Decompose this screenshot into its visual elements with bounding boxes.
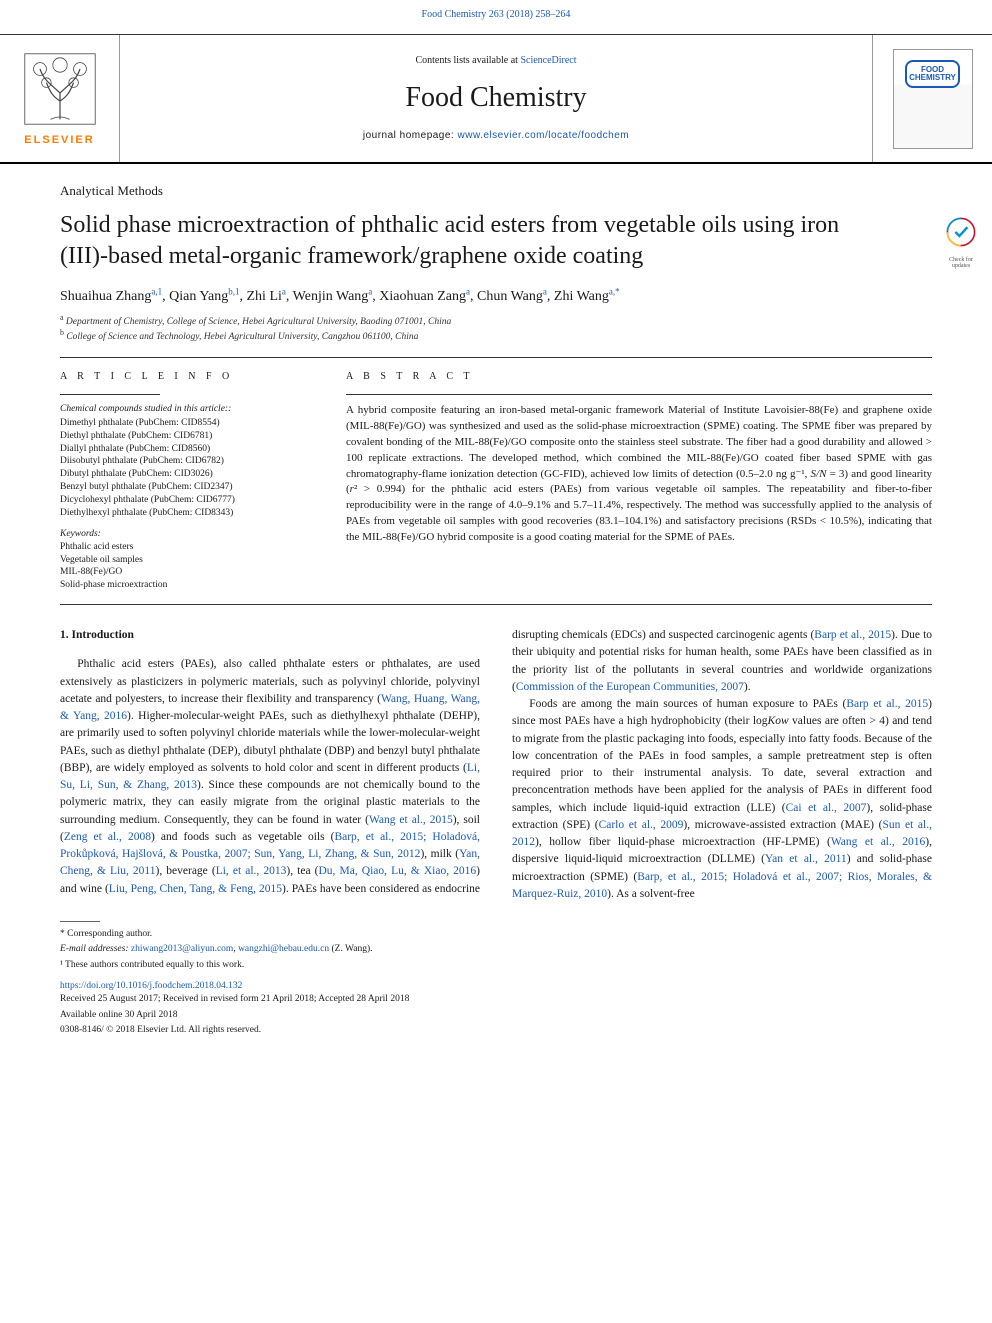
keyword-item: Phthalic acid esters [60,541,310,554]
footnote-rule [60,921,100,922]
contents-prefix: Contents lists available at [415,55,520,66]
sciencedirect-link[interactable]: ScienceDirect [520,55,576,66]
page-footer: * Corresponding author. E-mail addresses… [0,903,992,1065]
email-link-1[interactable]: zhiwang2013@aliyun.com [131,944,233,954]
abstract-label: A B S T R A C T [346,370,932,384]
affiliations: a Department of Chemistry, College of Sc… [60,316,932,345]
running-head: Food Chemistry 263 (2018) 258–264 [0,0,992,34]
rule [346,394,932,395]
journal-banner: ELSEVIER Contents lists available at Sci… [0,34,992,164]
journal-title: Food Chemistry [405,78,586,117]
compound-item: Dicyclohexyl phthalate (PubChem: CID6777… [60,494,310,507]
introduction-heading: 1. Introduction [60,627,480,644]
homepage-link[interactable]: www.elsevier.com/locate/foodchem [458,130,630,141]
compound-item: Dimethyl phthalate (PubChem: CID8554) [60,417,310,430]
equal-contrib-note: ¹ These authors contributed equally to t… [60,959,932,972]
compound-item: Benzyl butyl phthalate (PubChem: CID2347… [60,481,310,494]
compound-item: Dibutyl phthalate (PubChem: CID3026) [60,468,310,481]
compound-item: Diisobutyl phthalate (PubChem: CID6782) [60,455,310,468]
affiliation-line: b College of Science and Technology, Heb… [60,331,932,344]
online-line: Available online 30 April 2018 [60,1009,932,1022]
keyword-item: Solid-phase microextraction [60,579,310,592]
compound-item: Diallyl phthalate (PubChem: CID8560) [60,443,310,456]
cover-logo-text: FOODCHEMISTRY [905,60,960,88]
compounds-heading: Chemical compounds studied in this artic… [60,403,310,416]
compound-item: Diethylhexyl phthalate (PubChem: CID8343… [60,507,310,520]
publisher-logo-box: ELSEVIER [0,35,120,162]
email-tail: (Z. Wang). [329,944,372,954]
crossmark-label: Check for updates [940,257,982,269]
rule [60,604,932,605]
abstract-column: A B S T R A C T A hybrid composite featu… [346,370,932,592]
body-two-column: 1. Introduction Phthalic acid esters (PA… [60,627,932,903]
history-line: Received 25 August 2017; Received in rev… [60,993,932,1006]
email-label: E-mail addresses: [60,944,131,954]
cover-box-wrap: FOODCHEMISTRY [872,35,992,162]
compounds-list: Dimethyl phthalate (PubChem: CID8554)Die… [60,417,310,520]
contents-line: Contents lists available at ScienceDirec… [415,54,576,68]
meta-row: A R T I C L E I N F O Chemical compounds… [60,370,932,592]
keywords-heading: Keywords: [60,528,310,541]
homepage-prefix: journal homepage: [363,130,458,141]
copyright-line: 0308-8146/ © 2018 Elsevier Ltd. All righ… [60,1024,932,1037]
article-title-text: Solid phase microextraction of phthalic … [60,212,839,269]
keyword-item: MIL-88(Fe)/GO [60,566,310,579]
article-info-label: A R T I C L E I N F O [60,370,310,384]
email-link-2[interactable]: wangzhi@hebau.edu.cn [238,944,329,954]
running-head-link[interactable]: Food Chemistry 263 (2018) 258–264 [422,9,571,20]
rule-short [60,394,160,395]
publisher-name: ELSEVIER [24,133,94,148]
abstract-text: A hybrid composite featuring an iron-bas… [346,403,932,546]
doi-link[interactable]: https://doi.org/10.1016/j.foodchem.2018.… [60,981,242,991]
keywords-list: Phthalic acid estersVegetable oil sample… [60,541,310,592]
doi-line: https://doi.org/10.1016/j.foodchem.2018.… [60,980,932,993]
homepage-line: journal homepage: www.elsevier.com/locat… [363,129,629,143]
article-title: Solid phase microextraction of phthalic … [60,210,932,272]
article-info-column: A R T I C L E I N F O Chemical compounds… [60,370,310,592]
affiliation-line: a Department of Chemistry, College of Sc… [60,316,932,329]
journal-cover-thumbnail: FOODCHEMISTRY [893,49,973,149]
corresponding-author-note: * Corresponding author. [60,928,932,941]
crossmark-icon [945,216,977,248]
crossmark-badge[interactable]: Check for updates [940,216,982,269]
email-line: E-mail addresses: zhiwang2013@aliyun.com… [60,943,932,956]
elsevier-tree-icon [20,49,100,129]
author-list: Shuaihua Zhanga,1, Qian Yangb,1, Zhi Lia… [60,287,932,307]
banner-center: Contents lists available at ScienceDirec… [120,35,872,162]
compound-item: Diethyl phthalate (PubChem: CID6781) [60,430,310,443]
intro-paragraph-2: Foods are among the main sources of huma… [512,696,932,903]
keyword-item: Vegetable oil samples [60,554,310,567]
article-body: Analytical Methods Solid phase microextr… [0,164,992,903]
rule [60,357,932,358]
article-section-type: Analytical Methods [60,182,932,200]
